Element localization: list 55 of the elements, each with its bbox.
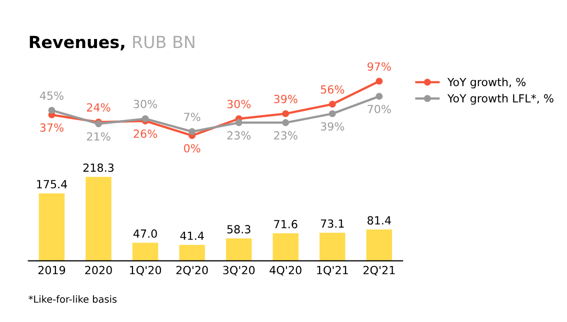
text: *Like-for-like basis <box>28 295 117 303</box>
chart-title: Revenues, <box>30 36 124 50</box>
data-label: 41.4 <box>180 232 204 240</box>
point <box>376 78 383 85</box>
data-label: 97% <box>368 62 391 71</box>
bar <box>320 232 346 261</box>
data-label: 56% <box>320 85 344 94</box>
bar <box>226 238 252 261</box>
point <box>188 128 196 136</box>
x-tick-label: 2020 <box>85 266 112 274</box>
legend-label: YoY growth, % <box>447 78 526 88</box>
chart-subtitle: RUB BN <box>133 36 194 48</box>
x-tick-label: 2Q'21 <box>363 266 395 276</box>
point <box>328 100 336 108</box>
data-label: 37% <box>40 123 64 132</box>
bar <box>132 242 158 261</box>
point <box>282 110 290 118</box>
x-tick-label: 3Q'20 <box>223 266 255 276</box>
bar <box>179 244 205 261</box>
data-label: 73.1 <box>320 219 344 228</box>
bar <box>86 176 112 261</box>
data-label: 30% <box>227 100 251 108</box>
data-label: 26% <box>134 130 158 138</box>
bar <box>366 230 392 261</box>
point <box>376 92 383 100</box>
data-label: 21% <box>86 132 110 141</box>
bar <box>38 193 65 261</box>
data-label: 71.6 <box>274 220 298 228</box>
data-label: 23% <box>274 131 298 140</box>
data-label: 39% <box>320 122 344 131</box>
data-label: 47.0 <box>133 229 157 238</box>
bar <box>272 233 298 261</box>
data-label: 58.3 <box>227 225 250 234</box>
x-tick-label: 2019 <box>38 266 66 274</box>
data-label: 39% <box>274 94 298 104</box>
data-label: 70% <box>368 104 391 114</box>
x-tick-label: 1Q'21 <box>317 266 348 276</box>
data-label: 24% <box>86 103 110 112</box>
data-label: 45% <box>40 91 64 100</box>
point <box>142 115 149 122</box>
data-label: 175.4 <box>37 180 68 188</box>
data-label: 23% <box>227 131 251 140</box>
point <box>282 119 290 126</box>
point <box>235 119 242 126</box>
data-label: 30% <box>134 100 158 108</box>
data-label: 0% <box>184 144 200 152</box>
legend-label: YoY growth LFL*, % <box>447 94 554 105</box>
data-label: 81.4 <box>368 216 391 225</box>
data-label: 218.3 <box>83 163 114 172</box>
x-tick-label: 2Q'20 <box>176 266 208 276</box>
x-tick-label: 1Q'20 <box>130 266 162 276</box>
point <box>328 110 336 118</box>
point <box>48 106 56 114</box>
x-tick-label: 4Q'20 <box>270 266 302 276</box>
data-label: 7% <box>184 112 200 122</box>
